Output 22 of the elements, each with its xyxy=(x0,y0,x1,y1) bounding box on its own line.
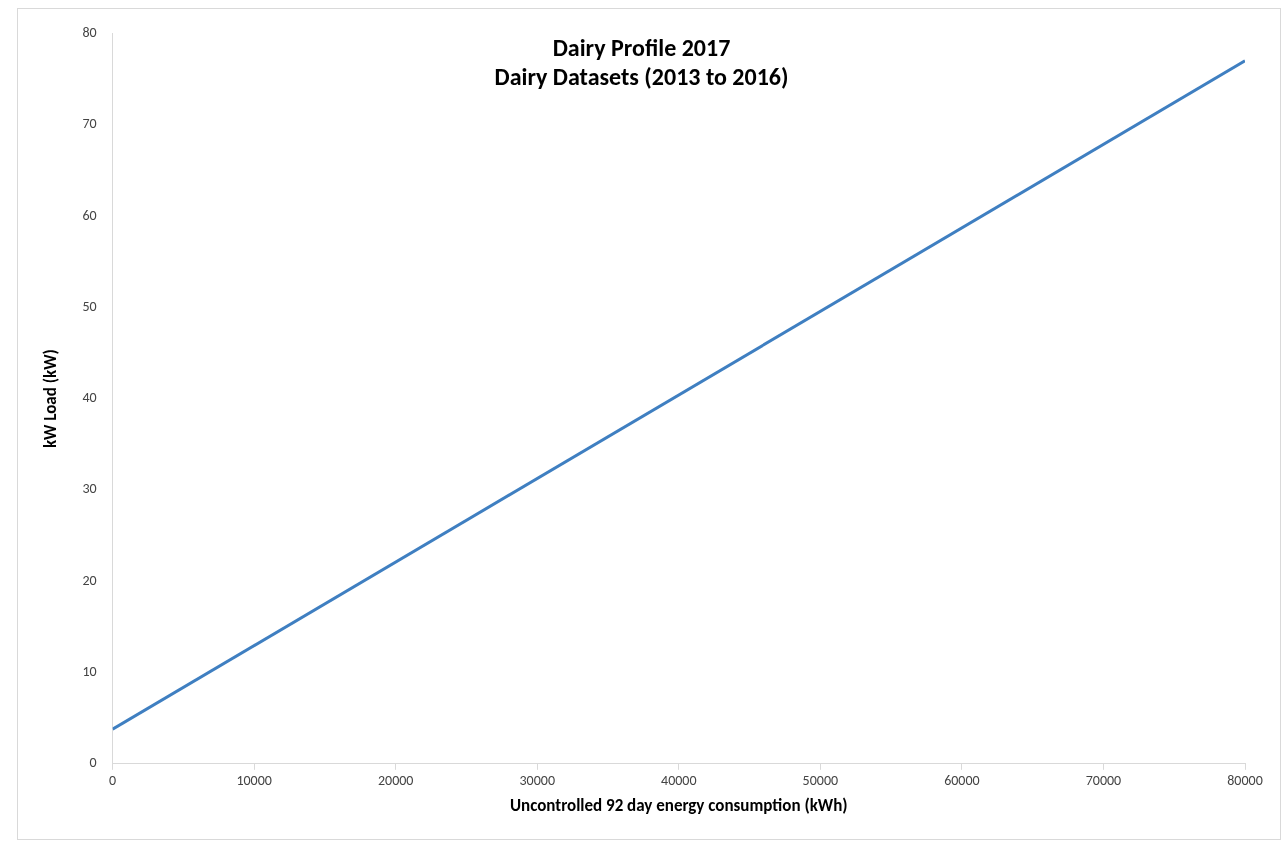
x-tick-label: 30000 xyxy=(519,771,555,789)
y-axis-title: kW Load (kW) xyxy=(40,349,62,449)
y-tick-label: 50 xyxy=(82,297,97,315)
x-tick-label: 0 xyxy=(109,771,117,789)
y-tick-label: 30 xyxy=(82,480,97,498)
x-tick-label: 70000 xyxy=(1085,771,1122,789)
x-axis-title: Uncontrolled 92 day energy consumption (kWh) xyxy=(509,795,848,817)
y-tick-label: 40 xyxy=(82,389,97,407)
x-tick-label: 20000 xyxy=(377,771,414,789)
x-tick-label: 50000 xyxy=(802,771,839,789)
y-tick-label: 80 xyxy=(82,23,97,41)
x-tick-label: 60000 xyxy=(944,771,980,789)
y-tick-label: 0 xyxy=(89,754,97,772)
x-tick-label: 40000 xyxy=(661,771,697,789)
x-tick-label: 80000 xyxy=(1227,771,1263,789)
y-tick-label: 20 xyxy=(82,571,97,589)
x-tick-label: 10000 xyxy=(236,771,272,789)
text: Dairy Datasets (2013 to 2016) xyxy=(494,62,789,91)
y-tick-label: 10 xyxy=(82,663,97,680)
y-tick-label: 70 xyxy=(82,115,97,133)
y-tick-label: 60 xyxy=(82,206,97,224)
text: Dairy Profile 2017 xyxy=(552,33,731,63)
